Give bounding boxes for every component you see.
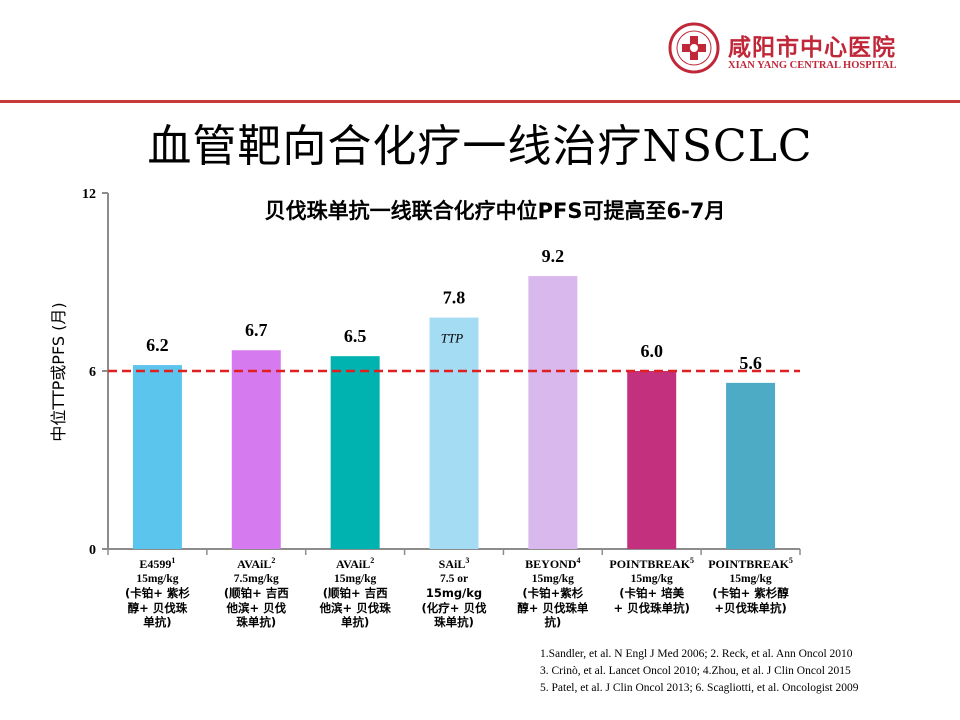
category-regimen: 抗) (544, 615, 562, 629)
category-regimen: 他滨+ 贝伐 (226, 600, 287, 615)
header-divider (0, 100, 960, 103)
slide-title: 血管靶向合化疗一线治疗NSCLC (147, 121, 813, 172)
category-regimen: 醇+ 贝伐珠 (127, 600, 188, 615)
bar-annotation: TTP (441, 331, 463, 346)
category-ref: 1 (171, 556, 176, 565)
category-dose: 15mg/kg (531, 572, 574, 585)
y-tick-label: 0 (89, 543, 96, 558)
bar (429, 317, 479, 549)
category-dose: 15mg/kg (334, 572, 377, 585)
category-name: E45991 (139, 556, 176, 571)
data-label: 6.7 (245, 320, 268, 340)
category-name: POINTBREAK5 (708, 556, 793, 571)
category-regimen: (卡铂+ 紫杉 (124, 586, 190, 600)
category-regimen: 珠单抗) (236, 615, 277, 629)
data-label: 9.2 (542, 246, 565, 266)
bar (231, 350, 281, 549)
category-regimen: (顺铂+ 吉西 (322, 586, 388, 600)
data-label: 5.6 (739, 353, 762, 373)
reference-line: 5. Patel, et al. J Clin Oncol 2013; 6. S… (540, 682, 859, 694)
category-label: BEYOND4 15mg/kg (卡铂+紫杉 醇+ 贝伐珠单 抗) (503, 554, 603, 630)
y-axis-label: 中位TTP或PFS (月) (49, 302, 68, 442)
category-ref: 3 (465, 556, 470, 565)
bar (627, 371, 677, 549)
bar (330, 356, 380, 549)
category-ref: 5 (788, 556, 793, 565)
bar (726, 382, 776, 549)
category-regimen: (顺铂+ 吉西 (223, 586, 289, 600)
references: 1.Sandler, et al. N Engl J Med 2006; 2. … (540, 646, 858, 697)
category-label: SAiL3 7.5 or 15mg/kg (化疗+ 贝伐 珠单抗) (404, 554, 504, 630)
category-dose: 15mg/kg (136, 572, 179, 585)
category-regimen: (卡铂+ 培美 (619, 586, 685, 600)
category-regimen: 珠单抗) (434, 615, 474, 629)
category-regimen: 单抗) (341, 615, 370, 629)
category-label: AVAiL2 7.5mg/kg (顺铂+ 吉西 他滨+ 贝伐 珠单抗) (206, 554, 306, 630)
data-label: 7.8 (443, 288, 466, 308)
reference-line: 1.Sandler, et al. N Engl J Med 2006; 2. … (540, 648, 853, 660)
category-dose: 15mg/kg (630, 572, 673, 585)
category-name: SAiL3 (438, 556, 470, 571)
bar (132, 365, 182, 549)
data-label: 6.5 (344, 326, 367, 346)
category-ref: 2 (271, 556, 276, 565)
category-regimen: 15mg/kg (425, 586, 483, 600)
category-regimen: +贝伐珠单抗) (714, 600, 787, 615)
data-label: 6.2 (146, 335, 169, 355)
category-label: POINTBREAK5 15mg/kg (卡铂+ 培美 + 贝伐珠单抗) (602, 554, 702, 615)
category-dose: 7.5 or (439, 572, 469, 585)
reference-line: 3. Crinò, et al. Lancet Oncol 2010; 4.Zh… (540, 665, 851, 677)
category-regimen: + 贝伐珠单抗) (613, 600, 690, 615)
category-label: E45991 15mg/kg (卡铂+ 紫杉 醇+ 贝伐珠 单抗) (107, 554, 207, 630)
category-regimen: 单抗) (143, 615, 172, 629)
hospital-logo-icon (668, 22, 720, 74)
hospital-name-cn: 咸阳市中心医院 (728, 35, 896, 61)
category-regimen: (卡铂+紫杉 (522, 586, 584, 600)
category-regimen: 醇+ 贝伐珠单 (517, 600, 589, 615)
category-name: POINTBREAK5 (609, 556, 695, 571)
data-label: 6.0 (640, 341, 663, 361)
hospital-name-en: XIAN YANG CENTRAL HOSPITAL (728, 60, 897, 71)
category-regimen: (化疗+ 贝伐 (421, 600, 487, 615)
category-label: POINTBREAK5 15mg/kg (卡铂+ 紫杉醇 +贝伐珠单抗) (701, 554, 801, 615)
category-regimen: (卡铂+ 紫杉醇 (712, 586, 789, 600)
category-dose: 7.5mg/kg (233, 572, 279, 585)
category-name: BEYOND4 (525, 556, 581, 571)
category-ref: 5 (690, 556, 695, 565)
y-tick-label: 6 (89, 365, 96, 380)
category-name: AVAiL2 (237, 556, 276, 571)
category-name: AVAiL2 (336, 556, 375, 571)
bar (528, 276, 578, 549)
category-dose: 15mg/kg (729, 572, 772, 585)
category-ref: 2 (370, 556, 375, 565)
category-regimen: 他滨+ 贝伐珠 (319, 600, 391, 615)
category-ref: 4 (576, 556, 581, 565)
category-label: AVAiL2 15mg/kg (顺铂+ 吉西 他滨+ 贝伐珠 单抗) (305, 554, 405, 630)
y-tick-label: 12 (82, 187, 96, 202)
chart-title: 贝伐珠单抗一线联合化疗中位PFS可提高至6-7月 (264, 199, 726, 223)
